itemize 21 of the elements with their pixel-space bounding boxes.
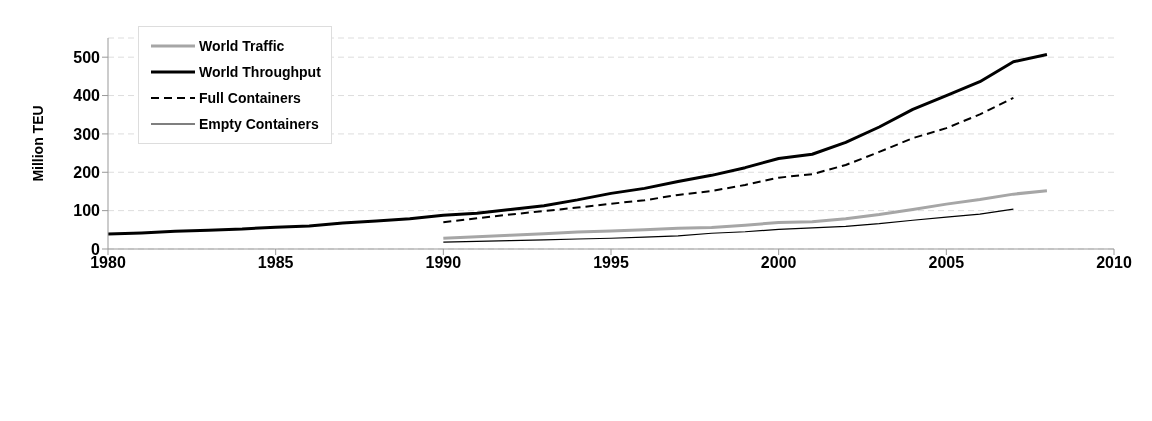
y-tick-label: 300 bbox=[73, 125, 101, 143]
line-series bbox=[108, 53, 1049, 236]
line-series bbox=[442, 96, 1015, 224]
x-tick-label: 2010 bbox=[1096, 254, 1132, 272]
legend-label: Full Containers bbox=[199, 90, 301, 106]
x-tick-label: 2000 bbox=[760, 254, 797, 272]
x-tick-label: 1995 bbox=[593, 254, 629, 272]
y-tick-label: 100 bbox=[73, 202, 101, 220]
y-tick-label: 200 bbox=[73, 163, 101, 181]
legend-label: World Traffic bbox=[199, 38, 285, 54]
x-tick-label: 1985 bbox=[257, 254, 294, 272]
x-tick-label: 1980 bbox=[90, 254, 126, 272]
y-tick-label: 500 bbox=[73, 48, 101, 66]
y-axis-title: Million TEU bbox=[29, 105, 46, 182]
x-tick-label: 2005 bbox=[928, 254, 965, 272]
line-series bbox=[442, 208, 1014, 243]
legend-label: World Throughput bbox=[199, 64, 321, 80]
line-series bbox=[441, 189, 1049, 240]
legend-label: Empty Containers bbox=[199, 116, 319, 132]
y-tick-label: 400 bbox=[73, 87, 101, 105]
x-tick-label: 1990 bbox=[425, 254, 462, 272]
